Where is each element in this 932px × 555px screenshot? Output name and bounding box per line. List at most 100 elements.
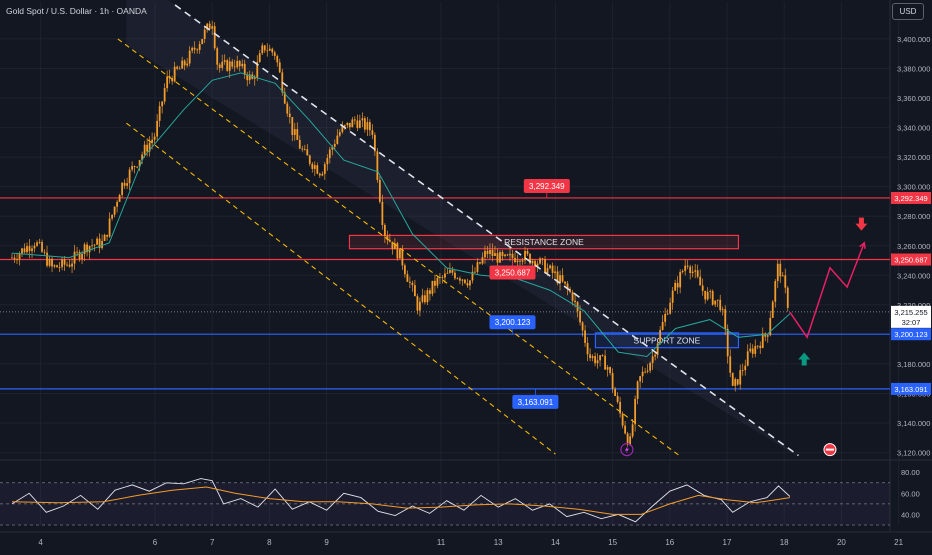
candle-body bbox=[744, 365, 747, 371]
candle-body bbox=[436, 277, 439, 286]
candle-body bbox=[759, 345, 762, 348]
channel_upper-line bbox=[174, 4, 799, 457]
candle-body bbox=[534, 260, 536, 268]
candle-body bbox=[358, 120, 361, 128]
channel-lines[interactable] bbox=[117, 4, 799, 458]
candle-body bbox=[351, 119, 354, 128]
candle-body bbox=[694, 270, 697, 272]
time-axis[interactable]: 467891113141516171820212223 bbox=[38, 538, 932, 547]
ma-line bbox=[11, 72, 791, 358]
candle-body bbox=[288, 113, 291, 118]
candle-body bbox=[31, 248, 33, 252]
candle-body bbox=[414, 285, 416, 297]
candle-body bbox=[93, 244, 96, 246]
candle-body bbox=[368, 122, 371, 131]
candle-body bbox=[696, 270, 699, 277]
candle-body bbox=[716, 299, 719, 301]
candle-body bbox=[221, 61, 224, 68]
time-tick-label: 21 bbox=[894, 538, 903, 547]
candle-body bbox=[644, 371, 647, 373]
candle-body bbox=[318, 173, 321, 176]
candle-body bbox=[781, 275, 784, 277]
lightning-glyph bbox=[624, 445, 629, 454]
candle-body bbox=[556, 271, 559, 284]
candle-body bbox=[208, 23, 211, 29]
candle-body bbox=[198, 43, 201, 50]
candle-body bbox=[356, 120, 359, 128]
arrow-down-icon bbox=[855, 217, 868, 231]
price-tick-label: 3,180.000 bbox=[897, 360, 930, 369]
candle-body bbox=[271, 48, 274, 53]
candle-body bbox=[749, 348, 752, 352]
candle-body bbox=[56, 265, 58, 268]
candle-body bbox=[98, 238, 101, 249]
candle-body bbox=[391, 241, 394, 250]
candle-body bbox=[609, 367, 611, 373]
candle-body bbox=[774, 281, 777, 302]
candle-body bbox=[193, 47, 196, 50]
channel_lower-line bbox=[126, 122, 556, 455]
candle-body bbox=[213, 26, 216, 49]
candle-body bbox=[78, 252, 81, 260]
candle-body bbox=[36, 242, 38, 246]
candle-body bbox=[243, 63, 246, 75]
candle-body bbox=[28, 246, 31, 252]
candle-body bbox=[11, 257, 13, 259]
candle-body bbox=[416, 296, 419, 311]
candle-body bbox=[489, 249, 491, 254]
candle-body bbox=[203, 29, 206, 39]
resistance-zone-box bbox=[348, 234, 740, 250]
candle-body bbox=[646, 370, 649, 372]
candle-body bbox=[706, 291, 709, 300]
candle-body bbox=[333, 143, 336, 147]
candle-body bbox=[636, 381, 639, 399]
candle-body bbox=[108, 218, 111, 237]
price-tag-box bbox=[512, 394, 559, 409]
candle-body bbox=[579, 311, 581, 323]
candle-body bbox=[456, 278, 459, 280]
candle-body bbox=[403, 265, 406, 275]
price-tick-label: 3,280.000 bbox=[897, 212, 930, 221]
time-tick-label: 18 bbox=[780, 538, 789, 547]
currency-button[interactable]: USD bbox=[892, 3, 924, 20]
candle-body bbox=[589, 354, 591, 358]
projection[interactable] bbox=[789, 241, 866, 339]
candle-body bbox=[376, 151, 379, 180]
rsi-pane[interactable] bbox=[0, 478, 890, 526]
candle-body bbox=[16, 259, 18, 260]
candle-body bbox=[671, 290, 674, 303]
candle-body bbox=[429, 290, 431, 294]
price-tick-label: 3,400.000 bbox=[897, 35, 930, 44]
candle-body bbox=[293, 129, 296, 135]
horizontal-levels[interactable] bbox=[0, 197, 890, 390]
price-tag-box bbox=[489, 265, 536, 280]
candle-body bbox=[18, 253, 21, 260]
candle-body bbox=[419, 301, 421, 311]
zones[interactable]: RESISTANCE ZONE SUPPORT ZONE bbox=[348, 234, 740, 349]
axis-level-label: 3,292.349 bbox=[894, 194, 927, 203]
candle-body bbox=[729, 356, 732, 373]
candle-body bbox=[223, 60, 226, 62]
candle-body bbox=[73, 251, 76, 264]
candle-body bbox=[23, 248, 26, 253]
price-tag-label: 3,200.123 bbox=[495, 318, 531, 327]
price-tick-label: 3,260.000 bbox=[897, 242, 930, 251]
price-axis[interactable]: 3,120.0003,140.0003,160.0003,180.0003,20… bbox=[891, 35, 931, 520]
candle-body bbox=[308, 155, 311, 164]
candle-body bbox=[616, 395, 619, 402]
time-tick-label: 14 bbox=[551, 538, 560, 547]
candle-body bbox=[619, 401, 622, 414]
rsi-ma-line bbox=[11, 486, 790, 515]
candle-body bbox=[66, 264, 68, 266]
axis-level-label: 3,200.123 bbox=[894, 330, 927, 339]
candle-body bbox=[348, 122, 351, 128]
time-tick-label: 4 bbox=[38, 538, 43, 547]
candle-body bbox=[701, 285, 704, 291]
candle-body bbox=[471, 271, 474, 281]
candle-body bbox=[664, 313, 667, 322]
candle-body bbox=[123, 182, 126, 186]
candle-body bbox=[491, 249, 494, 256]
candle-body bbox=[426, 290, 429, 303]
